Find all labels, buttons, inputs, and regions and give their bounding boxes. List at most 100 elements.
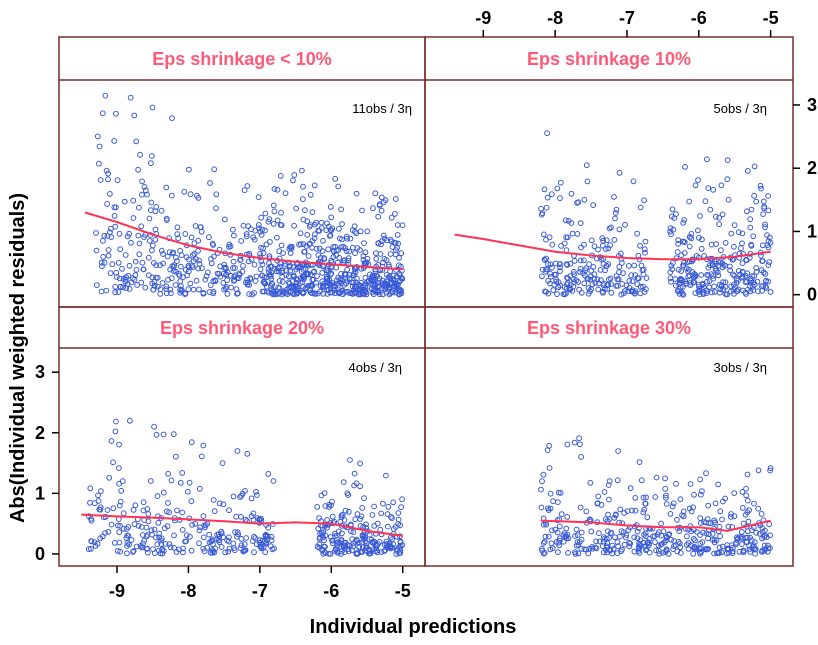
data-point bbox=[274, 186, 281, 193]
data-point bbox=[116, 529, 123, 536]
data-point bbox=[339, 277, 346, 284]
data-point bbox=[335, 183, 342, 190]
data-point bbox=[700, 284, 707, 291]
data-point bbox=[202, 524, 208, 531]
data-point bbox=[385, 542, 392, 549]
data-point bbox=[651, 533, 658, 539]
data-point bbox=[152, 236, 159, 243]
data-point bbox=[396, 262, 402, 269]
data-point bbox=[577, 504, 584, 511]
data-point bbox=[245, 258, 252, 265]
data-point bbox=[121, 198, 128, 205]
data-point bbox=[751, 500, 757, 507]
data-point bbox=[705, 185, 712, 192]
data-point bbox=[177, 247, 184, 254]
data-point bbox=[386, 291, 393, 298]
data-point bbox=[154, 541, 161, 547]
data-point bbox=[694, 529, 700, 535]
data-point bbox=[642, 543, 649, 550]
data-point bbox=[347, 457, 353, 463]
data-point bbox=[715, 481, 721, 488]
data-point bbox=[621, 510, 628, 516]
data-point bbox=[232, 265, 238, 271]
data-point bbox=[711, 536, 718, 543]
points-bottom-left bbox=[85, 417, 406, 557]
annotation-top-right: 5obs / 3η bbox=[714, 101, 768, 116]
data-point bbox=[702, 198, 709, 205]
data-point bbox=[269, 281, 276, 288]
data-point bbox=[180, 274, 187, 281]
data-point bbox=[549, 264, 555, 271]
data-point bbox=[316, 227, 323, 234]
data-point bbox=[709, 531, 716, 537]
data-point bbox=[276, 263, 283, 270]
data-point bbox=[646, 549, 653, 556]
data-point bbox=[191, 240, 198, 247]
data-point bbox=[543, 266, 549, 273]
data-point bbox=[743, 256, 750, 263]
data-point bbox=[577, 257, 584, 264]
data-point bbox=[174, 231, 181, 238]
data-point bbox=[717, 508, 724, 515]
data-point bbox=[677, 279, 683, 286]
data-point bbox=[266, 260, 272, 267]
data-point bbox=[628, 288, 635, 295]
data-point bbox=[581, 241, 587, 248]
data-point bbox=[710, 262, 716, 269]
data-point bbox=[204, 544, 211, 551]
data-point bbox=[239, 268, 246, 275]
data-point bbox=[767, 467, 773, 474]
data-point bbox=[156, 530, 163, 537]
data-point bbox=[132, 502, 139, 509]
data-point bbox=[613, 206, 620, 213]
data-point bbox=[359, 505, 366, 511]
data-point bbox=[331, 285, 338, 291]
data-point bbox=[196, 286, 202, 293]
data-point bbox=[557, 264, 563, 271]
data-point bbox=[746, 507, 752, 514]
data-point bbox=[725, 196, 732, 203]
data-point bbox=[333, 277, 340, 284]
data-point bbox=[136, 251, 143, 258]
panel-frame-bottom-right bbox=[424, 306, 794, 567]
data-point bbox=[133, 138, 140, 145]
data-point bbox=[361, 240, 367, 247]
data-point bbox=[237, 545, 244, 551]
data-point bbox=[87, 485, 94, 492]
data-point bbox=[131, 276, 138, 283]
data-point bbox=[200, 290, 207, 297]
data-point bbox=[138, 544, 145, 551]
data-point bbox=[765, 262, 772, 269]
data-point bbox=[187, 280, 194, 287]
data-point bbox=[643, 494, 649, 501]
data-point bbox=[606, 478, 613, 485]
data-point bbox=[603, 535, 610, 542]
annotation-bottom-left: 4obs / 3η bbox=[349, 360, 403, 375]
data-point bbox=[612, 512, 619, 519]
data-point bbox=[286, 280, 293, 287]
data-point bbox=[315, 290, 321, 297]
data-point bbox=[286, 284, 293, 291]
data-point bbox=[691, 545, 698, 551]
data-point bbox=[637, 242, 643, 249]
data-point bbox=[673, 282, 679, 289]
data-point bbox=[604, 286, 611, 292]
data-point bbox=[139, 259, 146, 266]
data-point bbox=[234, 275, 241, 281]
data-point bbox=[612, 215, 618, 222]
data-point bbox=[195, 248, 201, 254]
data-point bbox=[663, 492, 669, 499]
data-point bbox=[371, 523, 378, 529]
data-point bbox=[766, 234, 773, 241]
data-point bbox=[739, 240, 745, 247]
data-point bbox=[631, 534, 638, 541]
data-point bbox=[353, 190, 360, 197]
data-point bbox=[131, 521, 138, 528]
data-point bbox=[222, 549, 229, 556]
data-point bbox=[585, 285, 592, 292]
data-point bbox=[711, 539, 718, 546]
data-point bbox=[390, 277, 397, 284]
data-point bbox=[751, 539, 758, 546]
data-point bbox=[600, 237, 606, 244]
